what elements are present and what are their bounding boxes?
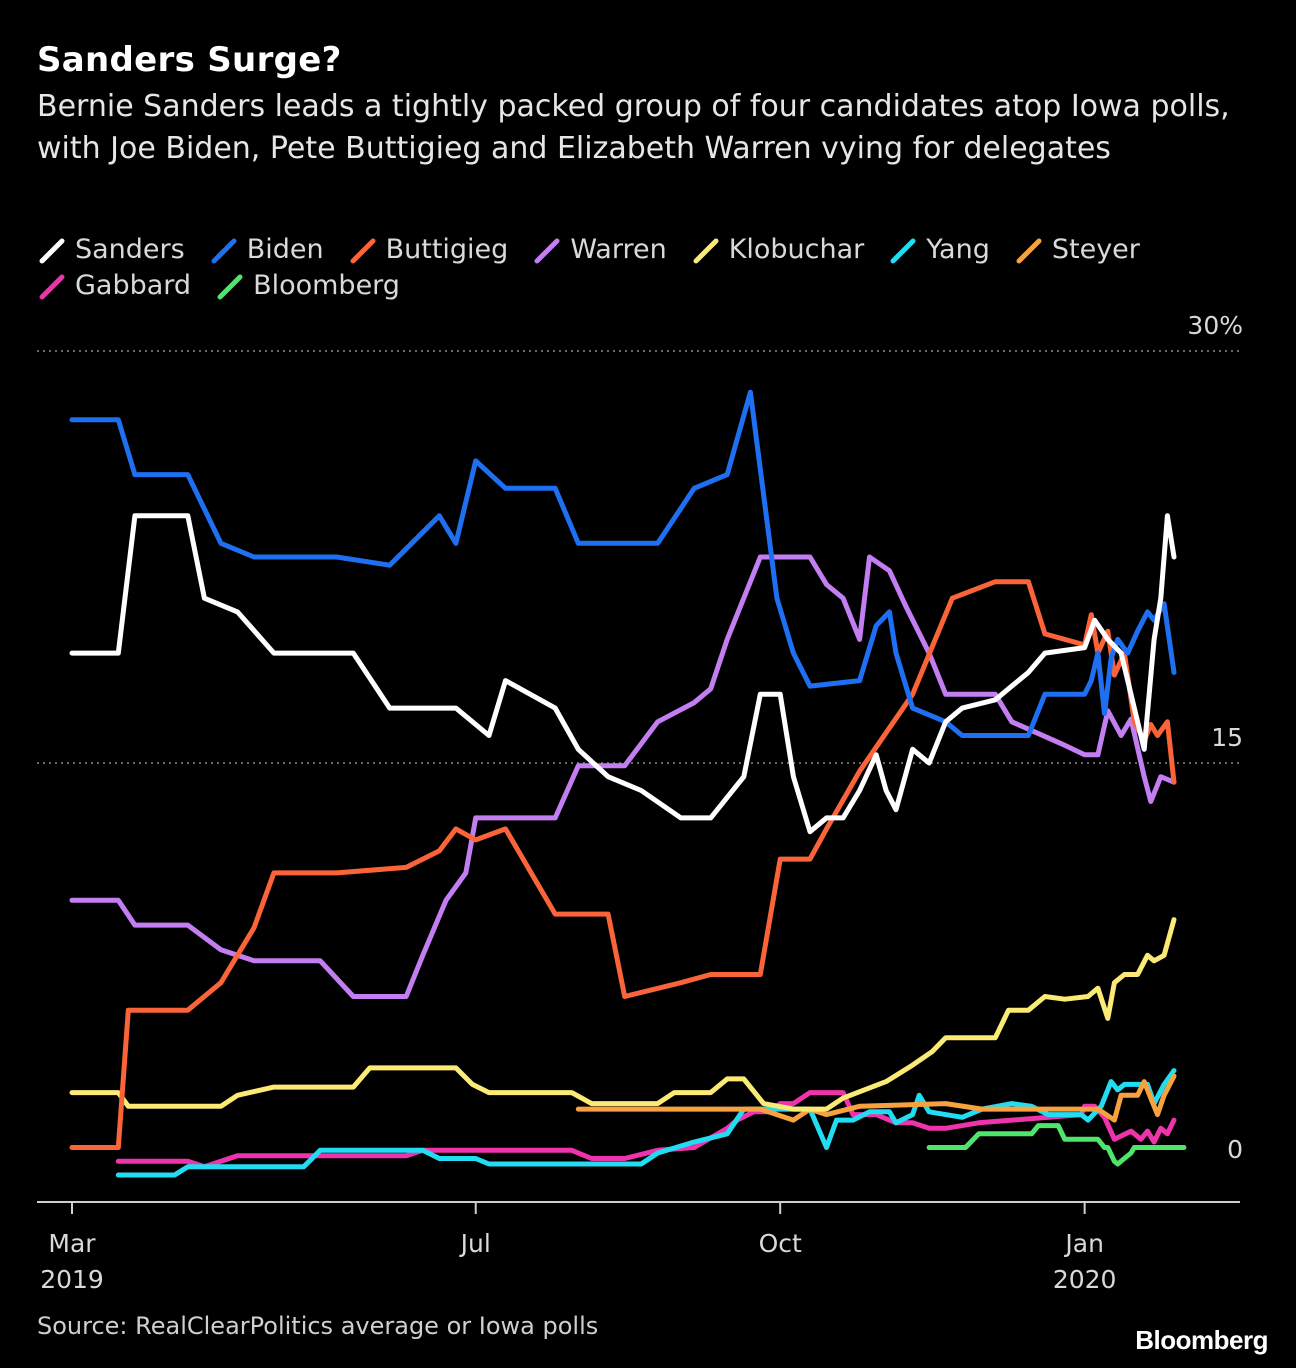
legend-label: Steyer bbox=[1051, 234, 1140, 265]
legend-label: Bloomberg bbox=[253, 270, 400, 301]
legend-item-steyer: Steyer bbox=[1014, 232, 1140, 268]
legend-item-biden: Biden bbox=[209, 232, 324, 268]
x-tick-year-2020: 2020 bbox=[1053, 1265, 1117, 1294]
x-tick-label-mar: Mar bbox=[48, 1229, 96, 1258]
legend-swatch-bloomberg bbox=[217, 274, 243, 299]
legend-swatch-yang bbox=[890, 238, 916, 263]
series-line-buttigieg bbox=[69, 579, 1177, 1150]
axis-layer: Mar 2019 Jul Oct Jan 2020 bbox=[37, 1201, 1240, 1294]
series-line-gabbard bbox=[115, 1090, 1177, 1170]
source-note: Source: RealClearPolitics average or Iow… bbox=[37, 1312, 599, 1340]
legend-item-bloomberg: Bloomberg bbox=[215, 268, 400, 304]
legend-label: Buttigieg bbox=[385, 234, 509, 265]
legend-swatch-steyer bbox=[1016, 238, 1042, 263]
legend-swatch-klobuchar bbox=[693, 238, 719, 263]
legend-label: Sanders bbox=[75, 234, 185, 265]
x-tick-label-jul: Jul bbox=[459, 1229, 491, 1258]
series-line-sanders bbox=[69, 513, 1177, 835]
chart-title: Sanders Surge? bbox=[37, 40, 342, 80]
series-layer bbox=[69, 389, 1187, 1178]
legend-label: Klobuchar bbox=[728, 234, 865, 265]
legend-item-warren: Warren bbox=[532, 232, 667, 268]
legend-swatch-biden bbox=[211, 238, 237, 263]
grid-layer: 0 15 30% bbox=[37, 311, 1243, 1164]
y-tick-label-30: 30% bbox=[1187, 311, 1243, 340]
legend-swatch-buttigieg bbox=[350, 238, 376, 263]
x-tick-year-2019: 2019 bbox=[40, 1265, 104, 1294]
legend-item-yang: Yang bbox=[888, 232, 990, 268]
legend-item-gabbard: Gabbard bbox=[37, 268, 191, 304]
y-tick-label-15: 15 bbox=[1211, 723, 1243, 752]
legend: Sanders Biden Buttigieg Warren Klobuchar Yang… bbox=[37, 232, 1257, 304]
series-line-yang bbox=[115, 1068, 1177, 1178]
legend-label: Yang bbox=[926, 234, 990, 265]
series-line-biden bbox=[69, 389, 1177, 738]
legend-swatch-warren bbox=[534, 238, 560, 263]
legend-label: Gabbard bbox=[75, 270, 192, 301]
series-line-klobuchar bbox=[69, 917, 1177, 1112]
chart-subtitle: Bernie Sanders leads a tightly packed gr… bbox=[37, 89, 1230, 166]
x-tick-label-jan: Jan bbox=[1063, 1229, 1104, 1258]
series-line-steyer bbox=[575, 1073, 1177, 1123]
series-line-bloomberg bbox=[926, 1123, 1187, 1167]
legend-label: Warren bbox=[570, 234, 667, 265]
legend-item-buttigieg: Buttigieg bbox=[348, 232, 509, 268]
legend-label: Biden bbox=[246, 234, 324, 265]
series-line-warren bbox=[69, 554, 1177, 999]
legend-swatch-sanders bbox=[39, 238, 65, 263]
y-tick-label-0: 0 bbox=[1227, 1135, 1243, 1164]
legend-item-klobuchar: Klobuchar bbox=[691, 232, 865, 268]
legend-item-sanders: Sanders bbox=[37, 232, 185, 268]
brand-logo: Bloomberg bbox=[1135, 1325, 1268, 1355]
legend-swatch-gabbard bbox=[39, 274, 65, 299]
x-tick-label-oct: Oct bbox=[759, 1229, 802, 1258]
